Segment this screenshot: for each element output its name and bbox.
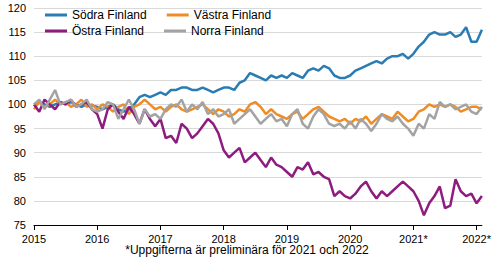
svg-text:110: 110 [8,50,26,62]
svg-text:2020: 2020 [337,232,363,245]
svg-text:2021*: 2021* [399,233,428,245]
svg-text:80: 80 [14,195,26,207]
svg-text:115: 115 [8,26,26,38]
svg-text:95: 95 [14,123,26,135]
svg-text:2018: 2018 [211,232,236,245]
svg-text:2017: 2017 [148,232,173,245]
svg-text:75: 75 [14,219,26,231]
svg-text:Norra Finland: Norra Finland [191,24,264,38]
svg-text:85: 85 [14,171,26,183]
svg-text:*Uppgifterna är preliminära fö: *Uppgifterna är preliminära för 2021 och… [125,243,369,257]
svg-text:2019: 2019 [274,232,300,245]
svg-text:100: 100 [8,98,26,110]
svg-text:Södra Finland: Södra Finland [72,8,147,22]
svg-text:105: 105 [8,74,26,86]
svg-text:2015: 2015 [22,233,46,245]
svg-text:120: 120 [8,2,26,14]
svg-text:Västra Finland: Västra Finland [194,8,271,22]
svg-text:90: 90 [14,147,26,159]
svg-text:Östra Finland: Östra Finland [72,24,144,38]
svg-text:2022*: 2022* [462,233,491,245]
svg-text:2016: 2016 [85,233,109,245]
